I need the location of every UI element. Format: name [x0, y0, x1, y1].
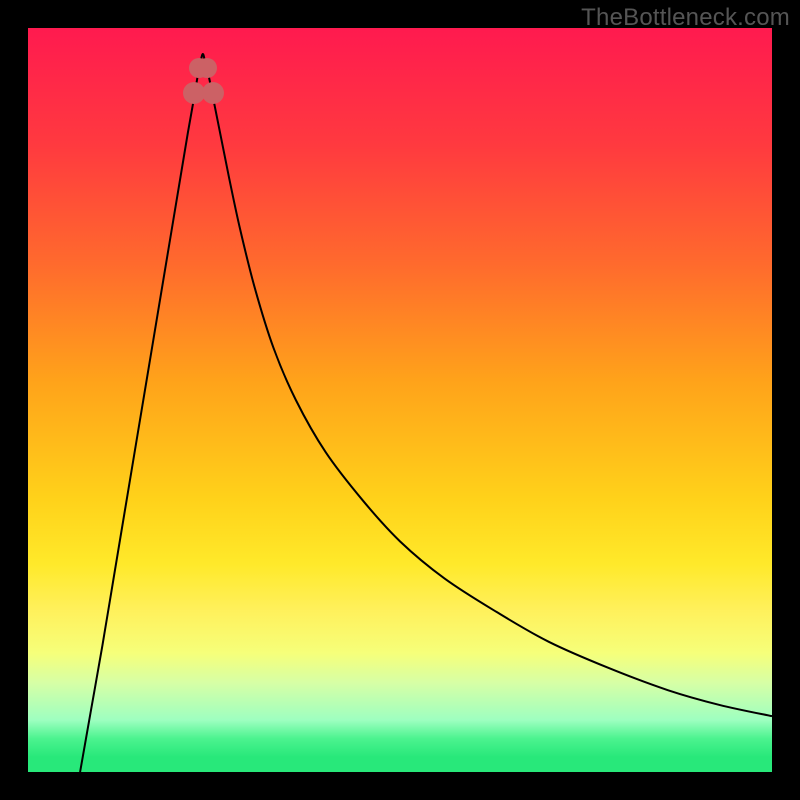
bottleneck-curve	[28, 28, 772, 772]
minimum-marker	[197, 58, 217, 78]
watermark-text: TheBottleneck.com	[581, 4, 790, 32]
chart-frame: TheBottleneck.com	[0, 0, 800, 800]
minimum-marker	[202, 82, 224, 104]
plot-area	[28, 28, 772, 772]
